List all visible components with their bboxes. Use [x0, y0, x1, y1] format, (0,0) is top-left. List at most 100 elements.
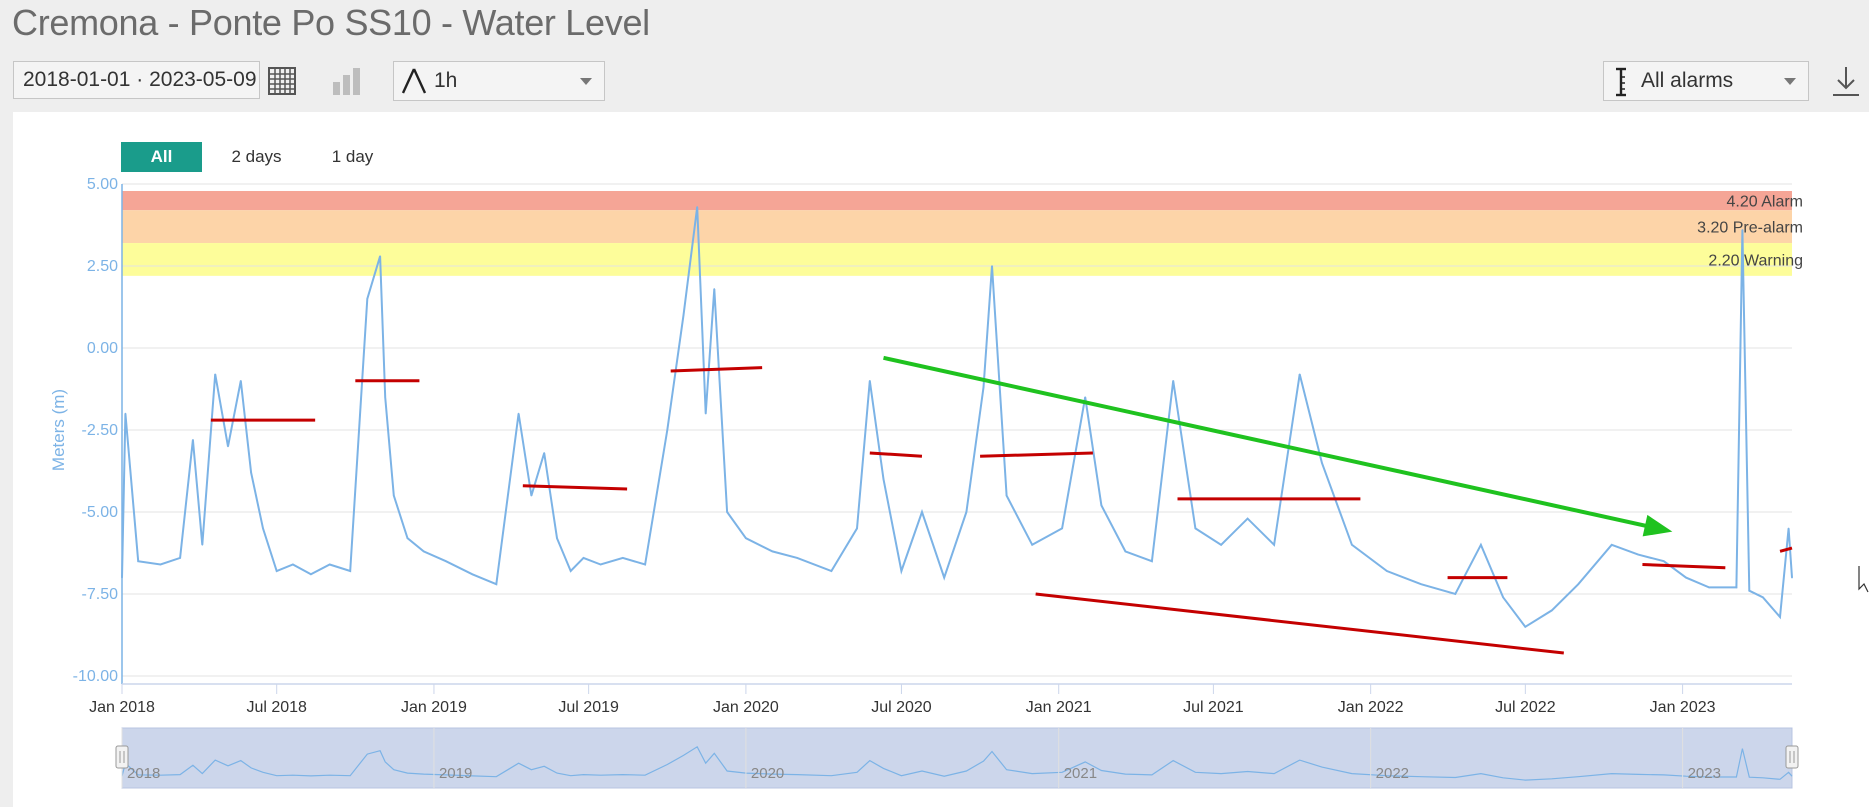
period-mean-line: [1779, 546, 1793, 553]
x-tick-label: Jul 2022: [1495, 699, 1556, 716]
series-point: [121, 576, 123, 579]
range-button-all[interactable]: All: [121, 142, 202, 172]
series-point: [644, 563, 646, 566]
series-point: [1386, 570, 1388, 572]
chevron-down-icon: [1784, 78, 1796, 85]
interval-select[interactable]: 1h: [393, 61, 605, 101]
series-point: [1273, 544, 1275, 546]
series-point: [159, 563, 162, 566]
series-point: [1220, 544, 1222, 546]
series-point: [856, 527, 858, 530]
series-point: [471, 573, 474, 576]
threshold-band-pre-alarm: [122, 210, 1792, 244]
y-tick-label: 0.00: [87, 340, 118, 357]
series-point: [582, 557, 585, 559]
series-point: [239, 380, 242, 382]
series-point: [1791, 576, 1793, 579]
navigator-year-label: 2022: [1376, 765, 1409, 782]
period-mean-line: [1642, 562, 1726, 570]
interval-label: 1h: [434, 69, 458, 92]
threshold-label: 4.20 Alarm: [1727, 194, 1803, 211]
series-point: [1779, 616, 1781, 618]
series-point: [201, 544, 204, 546]
y-tick-label: 5.00: [87, 176, 118, 193]
series-point: [1748, 589, 1751, 592]
series-point: [882, 478, 885, 481]
navigator-year-label: 2019: [439, 765, 472, 782]
series-point: [599, 563, 602, 566]
series-point: [796, 557, 798, 559]
table-view-icon[interactable]: [265, 64, 299, 98]
series-point: [696, 206, 698, 208]
navigator-year-label: 2023: [1688, 765, 1721, 782]
series-point: [666, 429, 669, 431]
series-point: [179, 557, 181, 559]
series-point: [622, 557, 624, 559]
x-tick-label: Jan 2021: [1026, 699, 1092, 716]
y-tick-label: -2.50: [82, 422, 119, 439]
threshold-band-alarm: [122, 191, 1792, 211]
series-point: [965, 511, 968, 513]
x-tick-label: Jul 2020: [871, 699, 932, 716]
period-mean-line: [522, 484, 628, 491]
threshold-band-warning: [122, 243, 1792, 276]
range-button-1-day[interactable]: 1 day: [331, 147, 374, 166]
series-point: [1480, 544, 1482, 546]
threshold-label: 2.20 Warning: [1708, 252, 1803, 269]
series-point: [982, 386, 985, 389]
bar-chart-icon[interactable]: [330, 64, 364, 98]
series-point: [1151, 560, 1153, 562]
series-point: [1502, 596, 1504, 599]
series-point: [227, 445, 229, 448]
series-point: [406, 537, 409, 540]
alarms-select[interactable]: All alarms: [1603, 61, 1809, 101]
navigator-series-line: [121, 745, 1793, 781]
series-point: [275, 570, 278, 572]
y-axis-title: Meters (m): [49, 389, 68, 471]
series-point: [1005, 494, 1008, 497]
series-point: [262, 527, 264, 530]
page-title: Cremona - Ponte Po SS10 - Water Level: [12, 2, 650, 43]
series-point: [943, 576, 945, 579]
series-point: [124, 412, 127, 415]
range-button-2-days[interactable]: 2 days: [231, 147, 282, 166]
series-point: [292, 563, 294, 566]
y-tick-label: 2.50: [87, 258, 118, 275]
series-point: [726, 511, 728, 513]
series-point: [379, 255, 381, 257]
x-tick-label: Jan 2020: [713, 699, 779, 716]
y-tick-label: -7.50: [82, 586, 119, 603]
x-tick-label: Jul 2019: [558, 699, 619, 716]
series-point: [1084, 396, 1086, 399]
x-tick-label: Jan 2019: [401, 699, 467, 716]
series-point: [1172, 380, 1175, 382]
period-mean-line: [670, 366, 763, 373]
date-range-picker[interactable]: 2018-01-01 · 2023-05-09: [13, 61, 260, 99]
period-mean-line: [869, 451, 923, 458]
series-point: [991, 265, 993, 267]
alarms-label: All alarms: [1641, 69, 1734, 92]
series-point: [137, 560, 140, 562]
series-point: [1762, 596, 1764, 599]
series-point: [1061, 527, 1063, 530]
series-point: [392, 494, 395, 497]
series-point: [366, 298, 369, 300]
series-point: [1031, 544, 1034, 546]
x-tick-label: Jan 2018: [89, 699, 155, 716]
download-icon[interactable]: [1829, 64, 1863, 98]
mouse-cursor-icon: [1858, 566, 1869, 593]
alarm-range-icon: [1616, 67, 1626, 97]
series-point: [1685, 576, 1687, 579]
y-tick-label: -10.00: [73, 668, 118, 685]
series-point: [1741, 229, 1744, 231]
series-point: [517, 412, 520, 415]
series-point: [349, 570, 351, 572]
series-point: [1454, 593, 1457, 595]
series-point: [1735, 586, 1738, 589]
green-trend-line: [883, 355, 1655, 530]
x-tick-label: Jan 2022: [1338, 699, 1404, 716]
series-point: [713, 288, 716, 290]
series-point: [921, 511, 923, 513]
series-point: [569, 570, 572, 572]
